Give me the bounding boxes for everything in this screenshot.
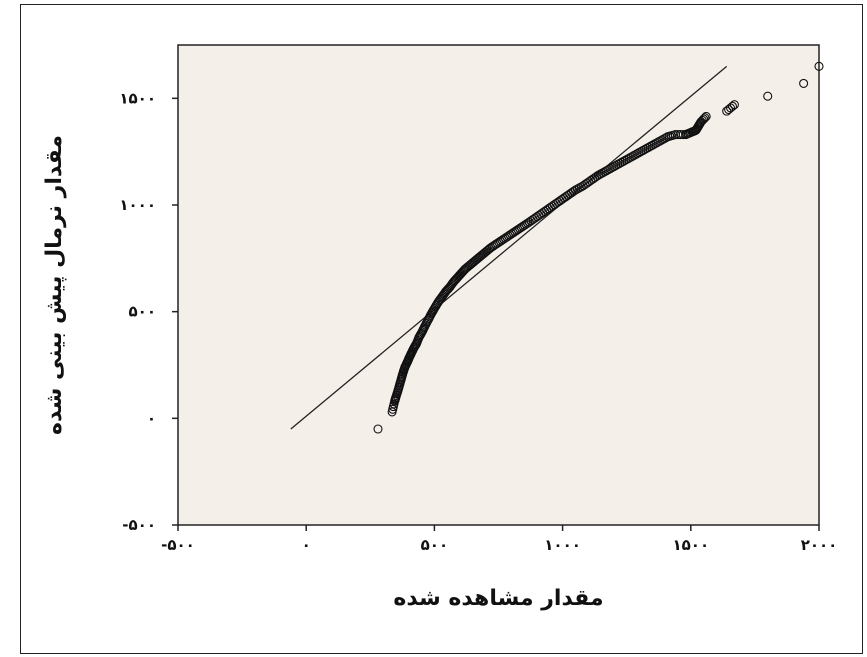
x-axis-title: مقدار مشاهده شده [393,586,603,611]
y-axis-ticks: -۵۰۰ ۰ ۵۰۰ ۱۰۰۰ ۱۵۰۰ [119,89,178,534]
x-tick-label: ۰ [302,536,311,554]
y-tick-label: ۵۰۰ [129,303,156,321]
y-axis-title: مقدار نرمال پیش بینی شده [42,135,67,435]
x-tick-label: -۵۰۰ [161,536,195,554]
chart-frame: -۵۰۰ ۰ ۵۰۰ ۱۰۰۰ ۱۵۰۰ ۲۰۰۰ -۵۰۰ ۰ ۵۰۰ ۱۰۰۰ ۱۵۰۰ مق… [20,4,863,654]
data-point [763,91,773,101]
data-point [701,111,711,122]
x-tick-label: ۲۰۰۰ [801,536,838,554]
data-point [727,101,738,111]
data-points [373,61,824,434]
data-point [373,424,383,434]
y-tick-label: ۱۰۰۰ [119,196,156,214]
x-tick-label: ۵۰۰ [421,536,448,554]
x-tick-label: ۱۰۰۰ [544,536,581,554]
data-point [799,78,809,88]
y-tick-label: ۰ [147,409,156,427]
data-point [729,100,739,110]
y-tick-label: -۵۰۰ [122,516,156,534]
x-tick-label: ۱۵۰۰ [672,536,709,554]
plot-area [177,44,820,526]
chart: -۵۰۰ ۰ ۵۰۰ ۱۰۰۰ ۱۵۰۰ ۲۰۰۰ -۵۰۰ ۰ ۵۰۰ ۱۰۰۰ ۱۵۰۰ مق… [42,44,837,611]
data-point [700,113,710,123]
x-axis-ticks: -۵۰۰ ۰ ۵۰۰ ۱۰۰۰ ۱۵۰۰ ۲۰۰۰ [161,525,837,554]
data-point [484,244,495,254]
y-tick-label: ۱۵۰۰ [119,89,156,107]
reference-line [290,65,728,430]
data-point [699,114,709,124]
data-point [814,61,824,71]
